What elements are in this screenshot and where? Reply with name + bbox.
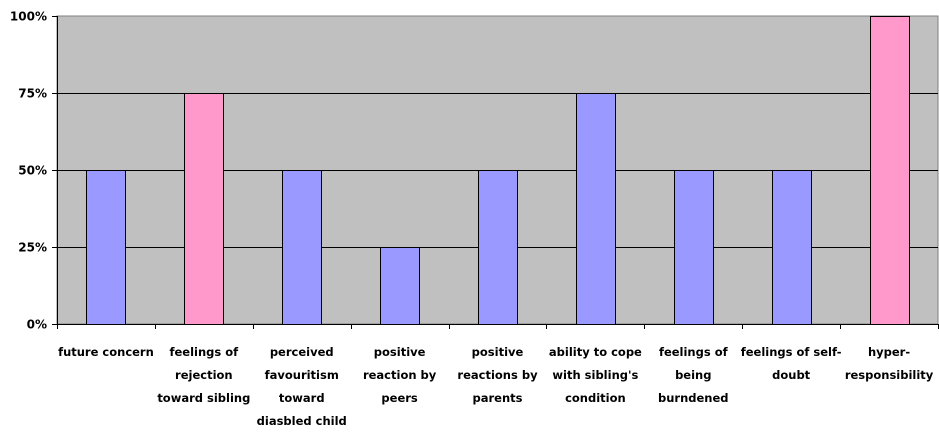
y-tick-label: 0%	[27, 318, 47, 332]
x-axis-labels: future concern feelings of rejection toward…	[58, 345, 934, 428]
x-axis	[57, 324, 939, 329]
bar	[380, 247, 420, 325]
x-category-label: hyper-responsibility	[845, 345, 934, 382]
y-tick-label: 50%	[18, 164, 47, 178]
y-axis: 0% 25% 50% 75% 100%	[10, 10, 58, 332]
bar	[772, 170, 812, 325]
bar	[674, 170, 714, 325]
x-category-label: perceived favouritism toward diasbled child	[257, 345, 347, 428]
bar	[86, 170, 126, 325]
bar	[478, 170, 518, 325]
bar	[576, 93, 616, 325]
x-category-label: ability to cope with sibling's condition	[549, 345, 642, 405]
x-category-label: positive reactions by parents	[457, 345, 538, 405]
bar	[282, 170, 322, 325]
x-category-label: feelings of rejection toward sibling	[157, 345, 250, 405]
y-tick-label: 25%	[18, 241, 47, 255]
y-tick-label: 100%	[10, 10, 47, 24]
x-category-label: feelings of being burndened	[658, 345, 729, 405]
x-category-label: feelings of self-doubt	[741, 345, 842, 382]
x-category-label: future concern	[58, 345, 154, 359]
bar	[184, 93, 224, 325]
bar	[870, 16, 910, 325]
x-category-label: positive reaction by peers	[363, 345, 437, 405]
y-tick-label: 75%	[18, 87, 47, 101]
bars	[86, 16, 910, 325]
